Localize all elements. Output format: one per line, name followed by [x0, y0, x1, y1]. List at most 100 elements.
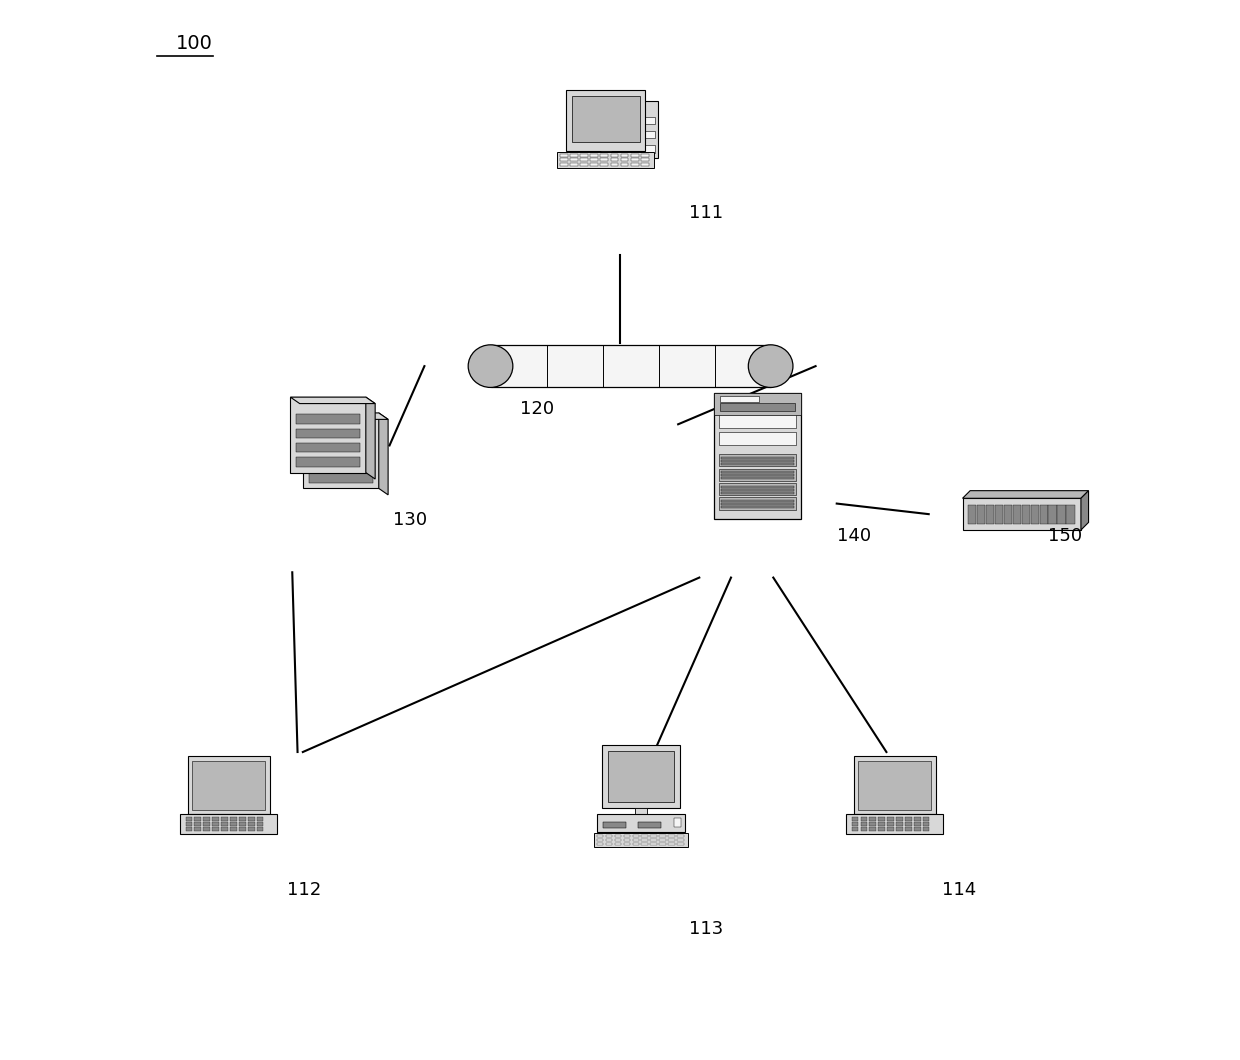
Bar — [606, 838, 613, 842]
Bar — [977, 505, 985, 524]
Bar — [600, 158, 609, 161]
Bar — [212, 817, 219, 820]
Bar — [914, 827, 920, 831]
Bar — [719, 497, 796, 510]
Bar — [720, 504, 795, 506]
Bar — [923, 827, 930, 831]
Bar — [610, 154, 619, 157]
Bar — [257, 827, 263, 831]
Bar — [600, 162, 609, 165]
Bar — [720, 507, 795, 508]
Bar — [854, 757, 936, 814]
Bar — [1066, 505, 1075, 524]
Bar — [639, 823, 661, 828]
Text: 113: 113 — [688, 920, 723, 938]
Bar — [869, 827, 875, 831]
Text: 100: 100 — [176, 34, 213, 53]
Bar — [631, 101, 658, 158]
Text: 114: 114 — [942, 881, 977, 899]
Bar — [720, 457, 795, 459]
Polygon shape — [1081, 491, 1089, 530]
Bar — [248, 817, 254, 820]
Bar — [888, 817, 894, 820]
Bar — [590, 160, 622, 163]
Bar — [967, 505, 976, 524]
Bar — [631, 158, 639, 161]
Bar — [632, 843, 639, 845]
Bar — [560, 158, 568, 161]
Bar — [231, 817, 237, 820]
Bar — [861, 822, 867, 826]
Bar — [641, 162, 649, 165]
Bar — [923, 817, 930, 820]
Bar — [923, 822, 930, 826]
Bar — [878, 817, 885, 820]
Bar — [615, 834, 621, 837]
Bar — [641, 834, 649, 837]
Bar — [290, 398, 366, 473]
Bar — [186, 822, 192, 826]
Bar — [309, 444, 373, 454]
Bar — [596, 838, 604, 842]
Bar — [608, 750, 675, 802]
Bar — [309, 459, 373, 469]
Bar — [620, 158, 629, 161]
Bar — [720, 492, 795, 494]
Bar — [675, 818, 681, 827]
Bar — [660, 838, 666, 842]
Text: 120: 120 — [520, 400, 554, 418]
Bar — [594, 833, 688, 847]
Bar — [239, 822, 246, 826]
Bar — [719, 396, 759, 402]
Bar — [596, 834, 604, 837]
Bar — [897, 817, 903, 820]
Bar — [615, 838, 621, 842]
Bar — [570, 162, 578, 165]
Bar — [1058, 505, 1065, 524]
Bar — [601, 745, 681, 808]
Bar — [570, 154, 578, 157]
Bar — [635, 808, 647, 814]
Bar — [641, 154, 649, 157]
Bar — [296, 428, 360, 438]
Bar — [231, 827, 237, 831]
Bar — [572, 95, 640, 142]
Bar — [720, 472, 795, 473]
Bar — [248, 822, 254, 826]
Bar — [212, 822, 219, 826]
Bar — [186, 827, 192, 831]
Bar — [631, 154, 639, 157]
Bar — [296, 458, 360, 466]
Bar — [221, 817, 228, 820]
Bar — [304, 413, 378, 489]
Bar — [641, 843, 649, 845]
Bar — [221, 827, 228, 831]
Bar — [195, 827, 201, 831]
Bar — [852, 817, 858, 820]
Bar — [905, 822, 911, 826]
Bar — [598, 814, 684, 832]
Bar — [650, 838, 657, 842]
Polygon shape — [962, 491, 1089, 498]
Bar — [257, 822, 263, 826]
Bar — [719, 483, 796, 495]
Bar — [634, 131, 656, 138]
Bar — [660, 843, 666, 845]
Bar — [650, 834, 657, 837]
Bar — [632, 838, 639, 842]
Bar — [634, 145, 656, 153]
Bar — [861, 827, 867, 831]
Bar — [852, 822, 858, 826]
Bar — [719, 416, 796, 428]
Bar — [212, 827, 219, 831]
Bar — [580, 154, 588, 157]
Bar — [601, 152, 611, 160]
Bar — [567, 90, 645, 152]
Bar — [590, 162, 598, 165]
Bar — [1039, 505, 1048, 524]
Bar — [610, 158, 619, 161]
Polygon shape — [290, 398, 376, 404]
Bar — [580, 158, 588, 161]
Bar — [221, 822, 228, 826]
Bar — [1003, 505, 1012, 524]
